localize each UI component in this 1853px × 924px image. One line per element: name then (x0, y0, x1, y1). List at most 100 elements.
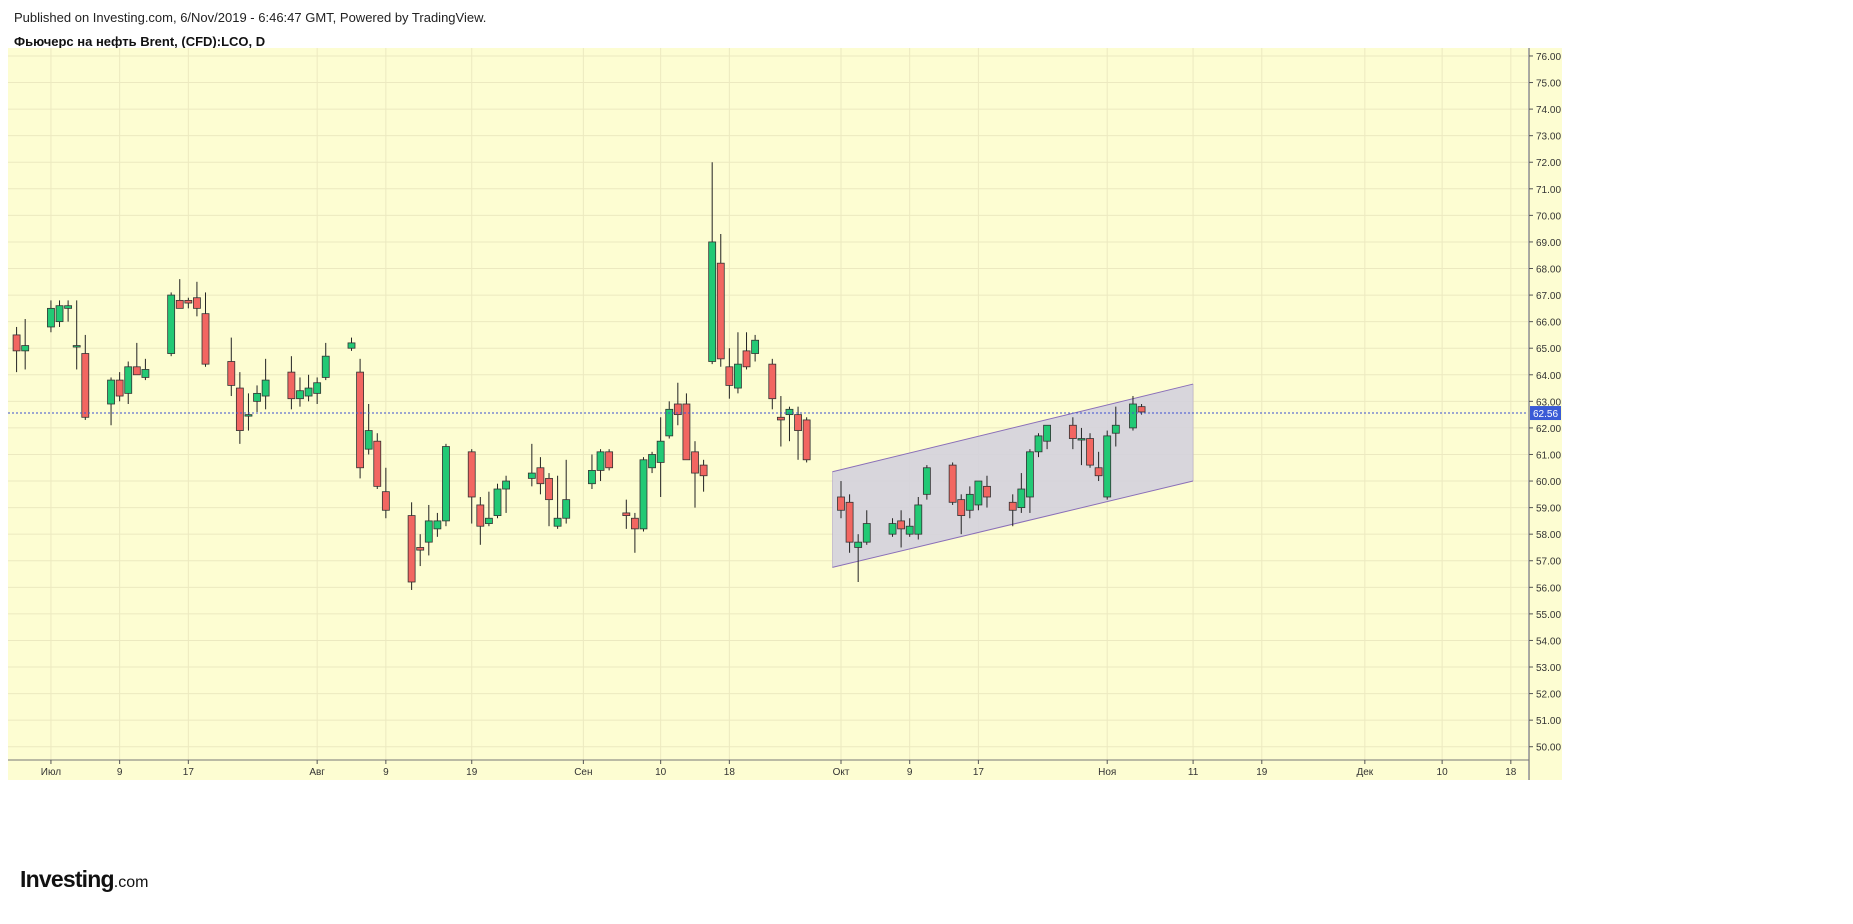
candle-down (691, 441, 699, 508)
candle-body (502, 480, 510, 490)
candle-body (493, 488, 502, 516)
candle-body (407, 515, 416, 583)
candle-up (1026, 449, 1034, 513)
price-tick-label: 58.00 (1536, 530, 1561, 541)
candle-body (261, 379, 270, 397)
candle-body (244, 414, 253, 417)
last-price-label-bg (1530, 406, 1561, 421)
candle-up (347, 337, 356, 351)
price-tick-label: 73.00 (1536, 132, 1561, 143)
candle-body (596, 451, 605, 471)
candle-body (527, 472, 536, 479)
time-tick-label: 9 (907, 767, 913, 778)
candle-up (974, 480, 983, 511)
symbol-title: Фьючерс на нефть Brent, (CFD):LCO, D (14, 34, 266, 49)
candle-down (802, 417, 811, 463)
price-tick-label: 72.00 (1536, 158, 1561, 169)
candle-up (167, 292, 176, 357)
price-tick-label: 51.00 (1536, 716, 1561, 727)
candle-body (1137, 406, 1146, 413)
candle-up (47, 300, 55, 333)
price-tick-label: 53.00 (1536, 663, 1561, 674)
candle-down (682, 393, 691, 461)
price-tick-label: 66.00 (1536, 318, 1561, 329)
price-tick-label: 71.00 (1536, 185, 1561, 196)
candle-body (21, 345, 30, 352)
investing-logo: Investing.com (20, 866, 148, 893)
candle-up (734, 332, 742, 394)
logo-main: Investing (20, 866, 115, 892)
candle-body (1077, 438, 1086, 441)
candle-down (184, 297, 193, 309)
candle-down (175, 279, 184, 309)
candle-up (553, 475, 562, 529)
candle-body (562, 499, 571, 519)
candle-down (1094, 451, 1103, 482)
candle-body (296, 390, 304, 400)
candle-down (897, 510, 906, 548)
candle-down (467, 449, 476, 524)
candle-body (948, 464, 957, 503)
price-axis[interactable]: 50.00 51.00 52.00 53.00 54.00 55.00 56.00 57.00… (1529, 52, 1561, 754)
candle-down (227, 337, 236, 397)
time-tick-label: 18 (724, 767, 736, 778)
time-axis[interactable]: Июл 9 17 Авг 9 19 Сен 10 18 Окт 9 17 Ноя 11 19 Дек 10 18 (41, 760, 1517, 778)
candle-up (708, 162, 717, 365)
candle-body (862, 523, 871, 543)
candle-up (854, 534, 863, 582)
candle-body (965, 493, 974, 511)
candle-body (313, 382, 322, 394)
candle-up (596, 449, 605, 482)
candle-body (1026, 451, 1034, 498)
price-tick-label: 60.00 (1536, 477, 1561, 488)
candle-body (321, 355, 330, 378)
candle-body (605, 451, 614, 469)
candle-down (536, 457, 545, 495)
candle-body (1094, 467, 1103, 477)
candle-body (776, 416, 785, 421)
candle-body (725, 366, 734, 386)
candle-body (424, 520, 433, 543)
candle-body (639, 459, 648, 530)
candle-body (201, 313, 210, 365)
candle-body (107, 379, 115, 405)
candle-up (364, 404, 373, 455)
time-tick-label: Сен (574, 767, 592, 778)
time-tick-label: 18 (1505, 767, 1517, 778)
candle-down (235, 372, 244, 444)
candle-up (107, 377, 115, 426)
candle-body (485, 517, 493, 524)
candle-down (673, 382, 682, 426)
candle-body (356, 371, 364, 469)
candle-up (639, 457, 648, 532)
candle-body (175, 299, 184, 309)
price-tick-label: 61.00 (1536, 450, 1561, 461)
candle-body (897, 520, 906, 530)
candle-body (64, 305, 73, 309)
candle-body (124, 366, 133, 394)
candle-up (1111, 406, 1120, 447)
time-tick-label: Июл (41, 767, 61, 778)
candle-body (167, 294, 176, 354)
time-tick-label: Ноя (1098, 767, 1116, 778)
candle-body (708, 241, 717, 362)
candle-down (725, 348, 734, 399)
candle-body (957, 499, 966, 516)
candle-down (845, 494, 854, 553)
candle-up (141, 358, 150, 381)
candle-down (630, 512, 639, 553)
published-caption: Published on Investing.com, 6/Nov/2019 -… (14, 10, 487, 25)
candle-body (1017, 488, 1026, 509)
candle-up (922, 465, 931, 500)
price-tick-label: 69.00 (1536, 238, 1561, 249)
price-tick-label: 67.00 (1536, 291, 1561, 302)
candle-body (622, 512, 631, 516)
price-tick-label: 70.00 (1536, 211, 1561, 222)
candle-up (1034, 433, 1043, 458)
candle-body (235, 387, 244, 431)
candle-body (691, 451, 699, 474)
candle-up (124, 361, 133, 404)
candle-body (682, 403, 691, 461)
time-tick-label: 10 (655, 767, 667, 778)
